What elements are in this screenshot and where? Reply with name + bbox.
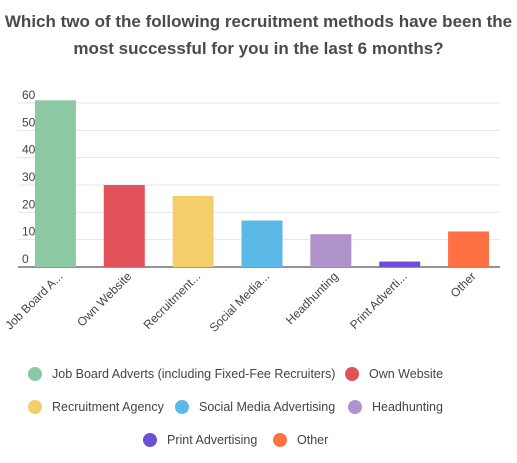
y-tick-label: 0 [22, 252, 29, 266]
legend-item-job-board[interactable]: Job Board Adverts (including Fixed-Fee R… [28, 367, 335, 381]
legend-swatch [143, 433, 157, 447]
x-tick-label: Recruitment... [141, 269, 204, 332]
y-tick-label: 40 [22, 143, 36, 157]
bar [379, 261, 421, 267]
legend-swatch [28, 367, 42, 381]
legend-label: Job Board Adverts (including Fixed-Fee R… [52, 367, 336, 381]
legend-item-headhunting[interactable]: Headhunting [348, 400, 443, 414]
chart-title-line-2: most successful for you in the last 6 mo… [73, 39, 444, 58]
bar [448, 231, 490, 267]
bar [103, 185, 145, 267]
legend-swatch [28, 400, 42, 414]
legend-swatch [175, 400, 189, 414]
legend-item-own-website[interactable]: Own Website [345, 367, 443, 381]
bar [172, 195, 214, 267]
chart-title: Which two of the following recruitment m… [0, 8, 517, 62]
bar [241, 220, 283, 267]
y-tick-label: 60 [22, 88, 36, 102]
legend-label: Headhunting [372, 400, 443, 414]
y-tick-label: 10 [22, 225, 36, 239]
x-tick-label: Other [448, 269, 479, 300]
x-tick-label: Job Board A... [2, 269, 65, 332]
x-tick-label: Own Website [74, 269, 134, 329]
bar [310, 234, 352, 267]
legend-label: Social Media Advertising [199, 400, 336, 414]
legend-label: Print Advertising [167, 433, 258, 447]
x-tick-label: Print Adverti... [347, 269, 410, 332]
chart-title-line-1: Which two of the following recruitment m… [4, 12, 513, 31]
legend-label: Other [297, 433, 329, 447]
y-tick-label: 50 [22, 115, 36, 129]
legend-item-social-media[interactable]: Social Media Advertising [175, 400, 335, 414]
y-tick-label: 20 [22, 197, 36, 211]
y-tick-label: 30 [22, 170, 36, 184]
legend-swatch [345, 367, 359, 381]
legend-label: Own Website [369, 367, 444, 381]
x-tick-label: Headhunting [283, 269, 341, 327]
legend-swatch [348, 400, 362, 414]
legend-item-print-advertising[interactable]: Print Advertising [143, 433, 257, 447]
legend-item-other[interactable]: Other [273, 433, 328, 447]
x-tick-label: Social Media... [207, 269, 273, 335]
bar [34, 100, 76, 268]
legend-swatch [273, 433, 287, 447]
legend-label: Recruitment Agency [52, 400, 164, 414]
legend-item-recruitment-agency[interactable]: Recruitment Agency [28, 400, 164, 414]
